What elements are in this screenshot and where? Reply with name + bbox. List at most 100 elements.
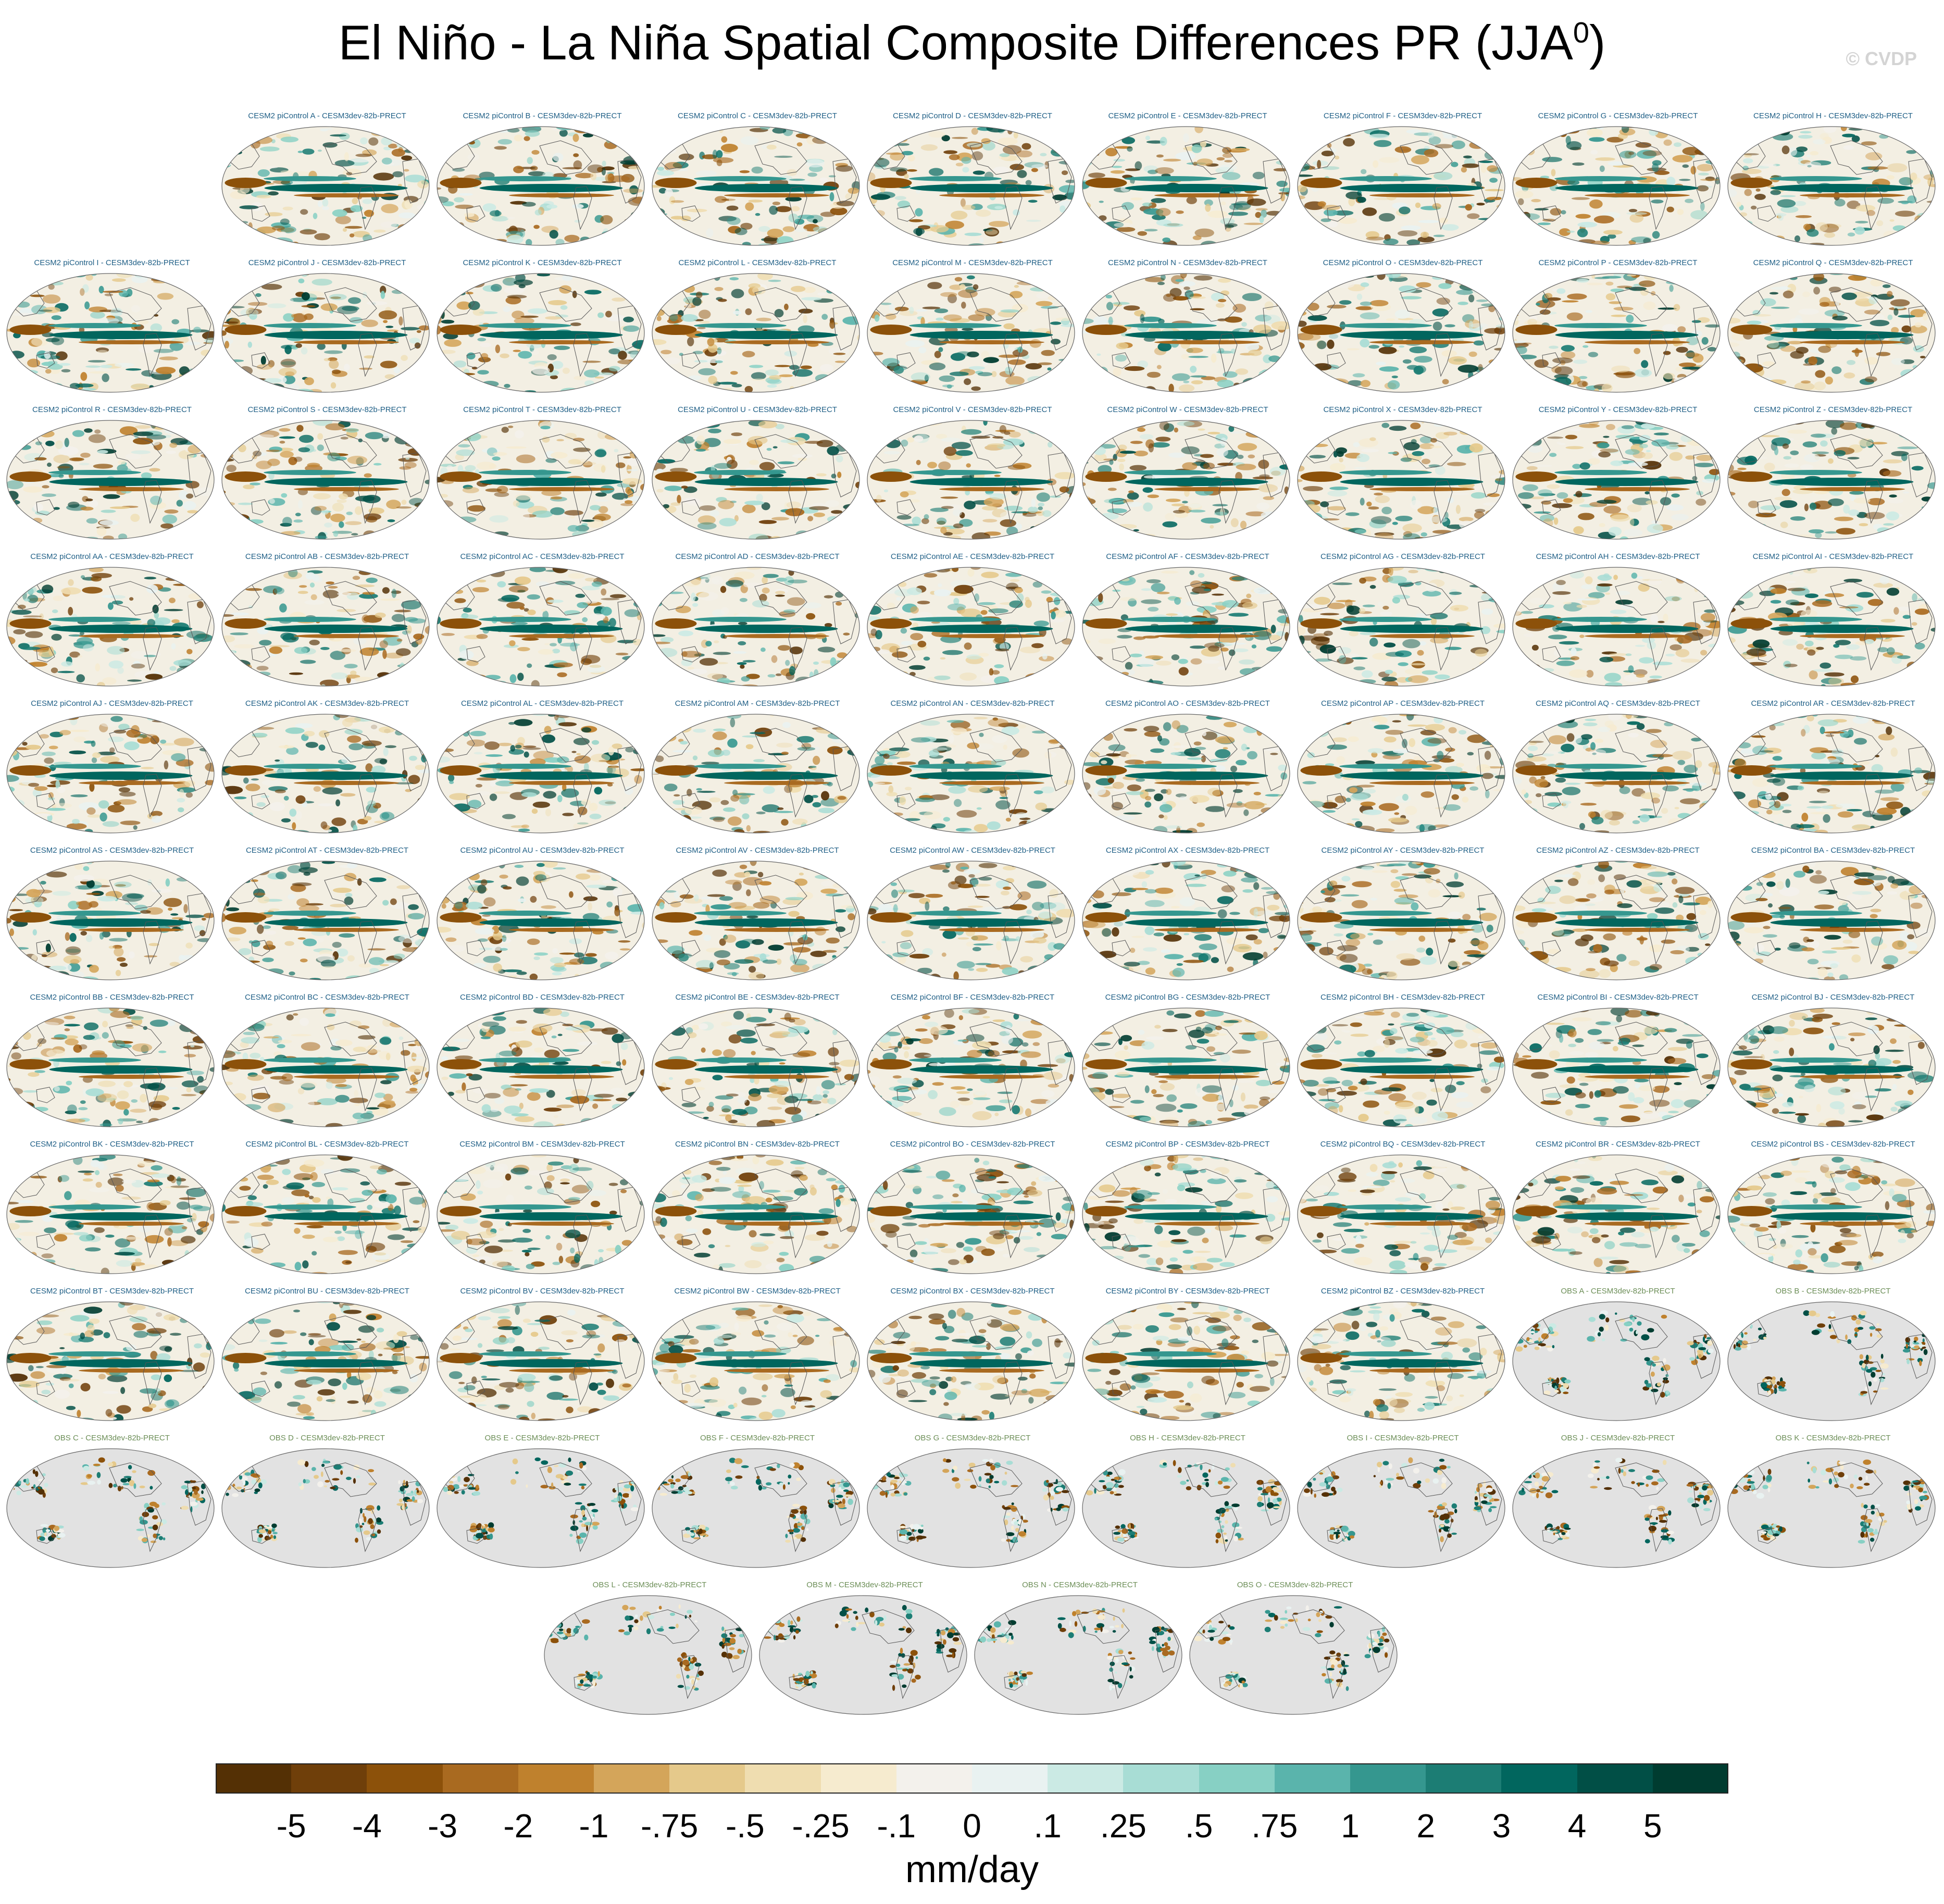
coastline: [681, 205, 701, 222]
anomaly-cell: [1216, 157, 1225, 161]
anomaly-cell: [1468, 351, 1477, 357]
anomaly-cell: [1590, 150, 1598, 155]
anomaly-cell: [417, 661, 429, 669]
anomaly-cell: [1626, 212, 1647, 215]
anomaly-cell: [1809, 502, 1817, 511]
anomaly-cell: [1062, 381, 1075, 391]
anomaly-cell: [915, 208, 923, 217]
anomaly-cell: [415, 664, 426, 670]
anomaly-cell: [183, 572, 190, 576]
anomaly-cell: [1155, 208, 1171, 217]
anomaly-cell: [1036, 301, 1053, 306]
anomaly-cell: [1233, 382, 1241, 388]
anomaly-cell: [1800, 464, 1814, 470]
anomaly-cell: [582, 360, 601, 363]
anomaly-cell: [301, 305, 316, 308]
anomaly-cell: [1527, 318, 1537, 326]
anomaly-cell: [1054, 385, 1060, 388]
anomaly-cell: [1610, 514, 1630, 522]
anomaly-cell: [1578, 489, 1586, 492]
anomaly-cell: [1700, 531, 1713, 534]
anomaly-cell: [1537, 489, 1553, 497]
anomaly-cell: [230, 632, 248, 636]
anomaly-cell: [678, 153, 694, 160]
anomaly-cell: [1887, 314, 1893, 320]
anomaly-cell: [1491, 475, 1504, 479]
anomaly-cell: [1669, 452, 1683, 461]
panel-title: CESM2 piControl X - CESM3dev-82b-PRECT: [1323, 405, 1482, 414]
anomaly-cell: [1455, 505, 1461, 514]
anomaly-cell: [437, 158, 444, 163]
anomaly-cell: [1268, 355, 1281, 362]
anomaly-cell: [482, 448, 500, 453]
anomaly-cell: [744, 501, 765, 505]
anomaly-cell: [9, 351, 24, 359]
anomaly-cell: [631, 134, 644, 140]
anomaly-cell: [583, 369, 600, 378]
anomaly-cell: [1536, 300, 1555, 308]
anomaly-cell: [1003, 323, 1015, 329]
anomaly-cell: [175, 380, 180, 385]
anomaly-cell: [1398, 230, 1418, 237]
anomaly-cell: [1855, 220, 1868, 223]
anomaly-cell: [261, 283, 282, 290]
anomaly-cell: [691, 592, 696, 602]
anomaly-cell: [1121, 136, 1135, 144]
anomaly-cell: [1864, 376, 1877, 382]
anomaly-cell: [82, 587, 103, 594]
anomaly-cell: [588, 613, 606, 620]
anomaly-cell: [1803, 363, 1813, 366]
anomaly-cell: [900, 491, 909, 497]
anomaly-cell: [623, 325, 640, 332]
anomaly-cell: [720, 144, 738, 152]
anomaly-cell: [1218, 348, 1225, 354]
coastline: [466, 499, 485, 516]
anomaly-cell: [817, 646, 836, 653]
anomaly-cell: [1491, 426, 1499, 433]
anomaly-cell: [882, 226, 900, 235]
subtropical-wet-band: [48, 617, 141, 622]
anomaly-cell: [844, 676, 859, 683]
anomaly-cell: [962, 328, 974, 331]
anomaly-cell: [719, 518, 737, 527]
anomaly-cell: [1112, 134, 1125, 137]
anomaly-cell: [992, 508, 1007, 517]
anomaly-cell: [789, 646, 803, 655]
anomaly-cell: [1759, 435, 1780, 438]
anomaly-cell: [361, 319, 378, 327]
anomaly-cell: [332, 369, 341, 375]
anomaly-cell: [190, 420, 207, 423]
anomaly-cell: [1014, 285, 1019, 288]
anomaly-cell: [496, 486, 508, 494]
anomaly-cell: [806, 613, 816, 620]
anomaly-cell: [1186, 347, 1203, 353]
anomaly-cell: [304, 313, 314, 320]
anomaly-cell: [345, 428, 359, 433]
anomaly-cell: [355, 154, 372, 157]
anomaly-cell: [1434, 171, 1453, 180]
anomaly-cell: [1376, 362, 1386, 366]
anomaly-cell: [1062, 235, 1073, 244]
anomaly-cell: [404, 175, 426, 183]
anomaly-cell: [564, 234, 580, 242]
anomaly-cell: [936, 317, 944, 321]
anomaly-cell: [1526, 273, 1543, 280]
anomaly-cell: [652, 598, 659, 603]
anomaly-cell: [321, 509, 329, 515]
anomaly-cell: [1728, 230, 1737, 238]
anomaly-cell: [1764, 335, 1784, 341]
anomaly-cell: [1927, 420, 1935, 427]
anomaly-cell: [978, 653, 989, 657]
anomaly-cell: [625, 500, 633, 504]
globe-border: [437, 126, 645, 246]
subtropical-wet-band: [48, 323, 141, 328]
anomaly-cell: [1696, 454, 1713, 462]
anomaly-cell: [632, 420, 644, 425]
anomaly-cell: [437, 292, 441, 297]
anomaly-cell: [300, 659, 316, 664]
anomaly-cell: [845, 571, 859, 581]
anomaly-cell: [412, 127, 418, 130]
anomaly-cell: [994, 206, 1003, 209]
anomaly-cell: [1428, 131, 1435, 139]
anomaly-cell: [329, 359, 339, 369]
